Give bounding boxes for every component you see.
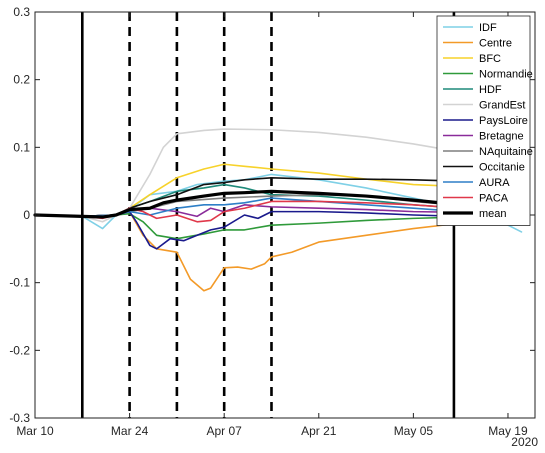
legend-label-hdf: HDF [479,84,502,96]
legend-label-paysloire: PaysLoire [479,115,528,127]
legend-label-bfc: BFC [479,53,501,65]
y-tick-label: 0.3 [13,5,30,19]
series-line-centre [34,210,523,292]
x-tick-label: Mar 24 [111,424,149,438]
y-tick-label: -0.2 [9,343,30,357]
x-tick-label: Apr 07 [207,424,243,438]
legend-label-naquitaine: NAquitaine [479,146,533,158]
series-line-paysloire [34,210,523,250]
y-tick-label: 0 [23,208,30,222]
y-tick-label: -0.1 [9,276,30,290]
legend-label-paca: PACA [479,193,509,205]
legend: IDF Centre BFC Normandie HDF GrandEst PaysLoir… [436,15,533,226]
x-tick-label: Mar 10 [16,424,54,438]
x-tick-label: May 05 [394,424,434,438]
legend-label-idf: IDF [479,22,497,34]
legend-label-aura: AURA [479,177,510,189]
series-line-mean [33,189,524,219]
y-tick-label: 0.1 [13,140,30,154]
legend-label-grandest: GrandEst [479,100,525,112]
x-tick-label: May 19 [488,424,528,438]
x-axis-year-label: 2020 [511,435,538,449]
axes: Mar 10 Mar 24 Apr 07 Apr 21 May 05 May 19 -0.3… [9,5,535,438]
y-tick-label: 0.2 [13,73,30,87]
legend-label-normandie: Normandie [479,69,533,81]
legend-label-centre: Centre [479,38,512,50]
legend-label-occitanie: Occitanie [479,162,525,174]
y-tick-label: -0.3 [9,411,30,425]
series-line-normandie [34,212,523,240]
legend-label-mean: mean [479,208,507,220]
x-tick-label: Apr 21 [301,424,337,438]
legend-label-bretagne: Bretagne [479,131,524,143]
